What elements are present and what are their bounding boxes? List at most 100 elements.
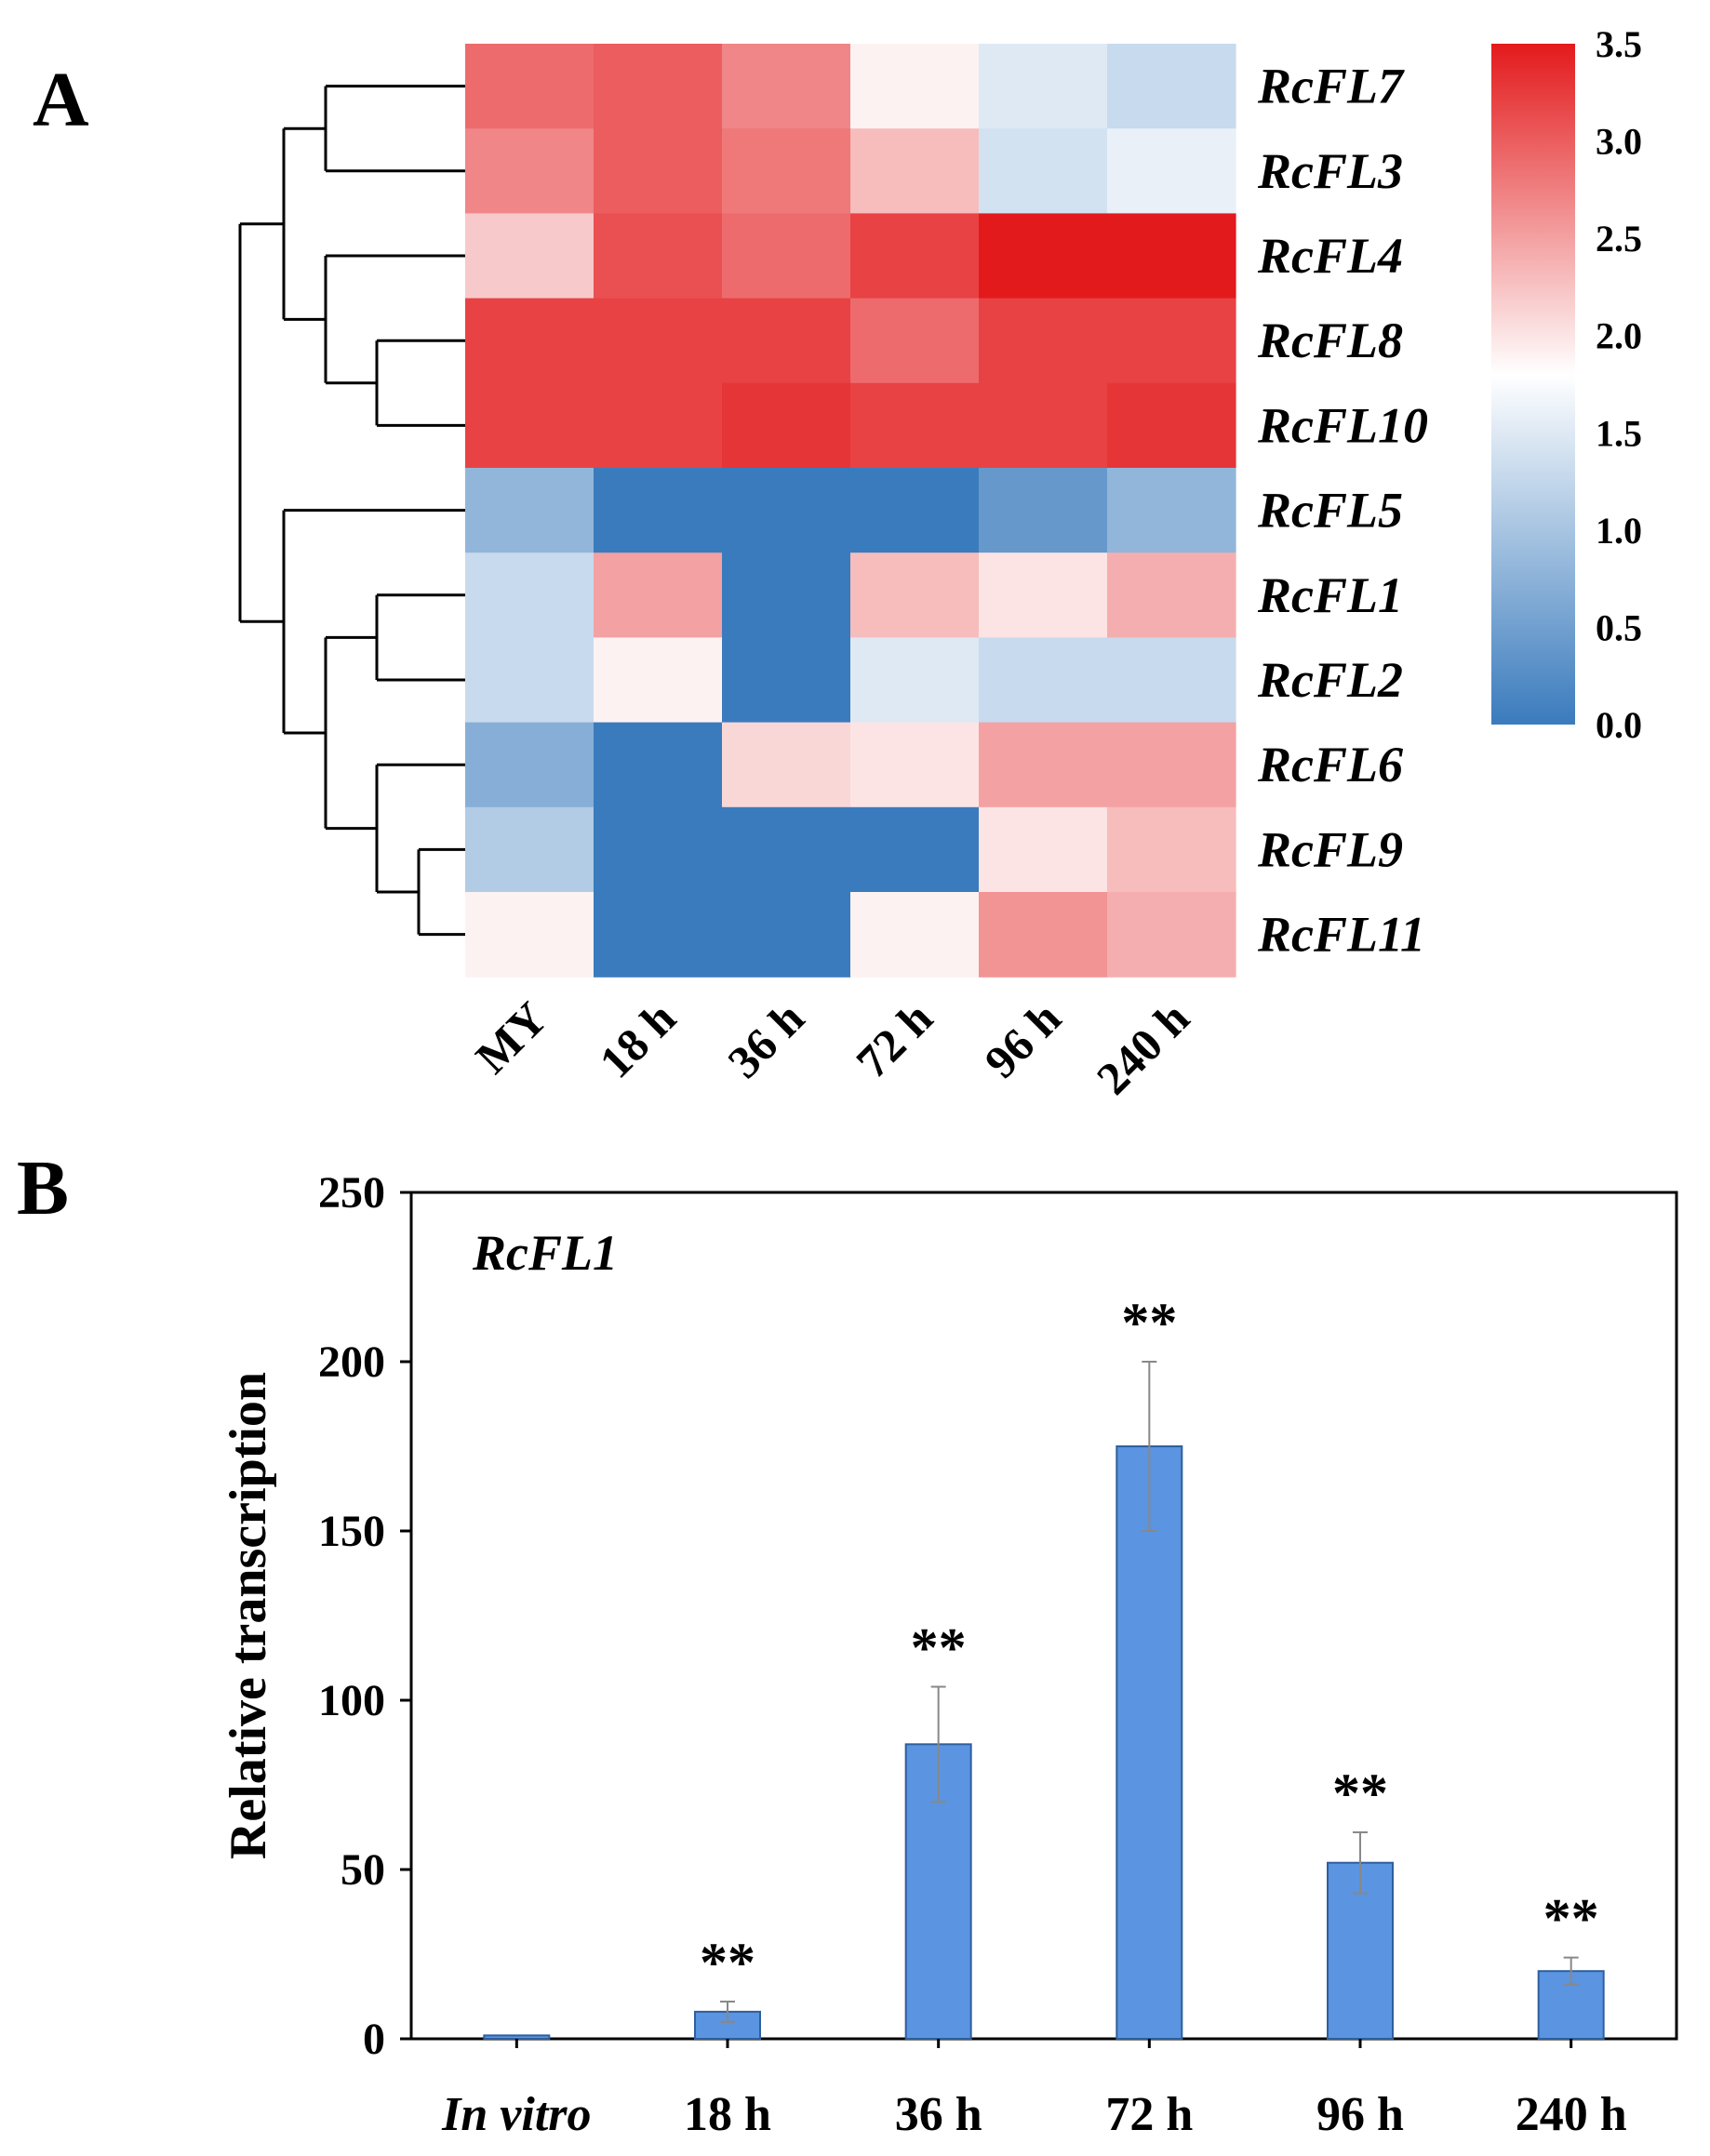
heatmap-cell <box>850 298 980 384</box>
heatmap-cell <box>594 213 723 299</box>
y-tick-label: 50 <box>341 1845 385 1895</box>
heatmap-cell <box>979 382 1108 469</box>
bar <box>483 2034 551 2041</box>
y-tick-label: 250 <box>318 1168 385 1218</box>
heatmap-cell <box>594 806 723 893</box>
y-tick-label: 150 <box>318 1507 385 1556</box>
bar <box>1116 1445 1183 2040</box>
heatmap-cell <box>979 806 1108 893</box>
heatmap-cell <box>979 468 1108 553</box>
heatmap-cell <box>465 382 594 469</box>
heatmap-cell <box>979 44 1108 129</box>
heatmap-cell <box>850 213 980 299</box>
heatmap-cell <box>722 722 851 808</box>
heatmap-cell <box>850 722 980 808</box>
x-axis-tick-labels: In vitro 18 h 36 h 72 h 96 h 240 h <box>441 2039 1627 2141</box>
heatmap-cell <box>594 892 723 978</box>
heatmap-cell <box>1107 722 1236 808</box>
colorbar <box>1491 44 1575 725</box>
heatmap-row-label: RcFL8 <box>1257 313 1403 368</box>
heatmap-cell <box>979 298 1108 384</box>
heatmap-row-label: RcFL2 <box>1257 652 1403 708</box>
heatmap-cell <box>465 468 594 553</box>
heatmap-column-label: 36 h <box>717 991 814 1088</box>
heatmap-cell <box>465 44 594 129</box>
significance-marker: ** <box>1121 1292 1177 1353</box>
heatmap-cell <box>850 552 980 638</box>
heatmap-column-label: 240 h <box>1087 991 1199 1104</box>
heatmap-cell <box>465 722 594 808</box>
heatmap-column-label: 18 h <box>589 991 686 1088</box>
heatmap-cell <box>722 806 851 893</box>
heatmap-cell <box>594 44 723 129</box>
heatmap-row-label: RcFL4 <box>1257 228 1403 284</box>
colorbar-tick-label: 3.5 <box>1596 23 1642 65</box>
heatmap-cell <box>1107 213 1236 299</box>
y-axis-ticks: 0 50 100 150 200 250 <box>318 1168 411 2064</box>
heatmap-column-label: 96 h <box>974 991 1071 1088</box>
y-axis-label: Relative transcription <box>220 1372 277 1859</box>
significance-marker: ** <box>700 1932 755 1993</box>
heatmap-cell <box>1107 44 1236 129</box>
heatmap-cell <box>465 298 594 384</box>
heatmap-cell <box>1107 382 1236 469</box>
heatmap-cell <box>722 382 851 469</box>
heatmap-grid <box>465 44 1236 978</box>
heatmap-cell <box>979 637 1108 724</box>
heatmap-cell <box>850 892 980 978</box>
x-tick-label: 18 h <box>684 2088 771 2141</box>
heatmap-cell <box>850 637 980 724</box>
heatmap-cell <box>594 552 723 638</box>
heatmap-cell <box>722 298 851 384</box>
heatmap-cell <box>979 892 1108 978</box>
colorbar-tick-label: 1.5 <box>1596 412 1642 454</box>
heatmap-column-label: 72 h <box>846 991 942 1088</box>
heatmap-row-label: RcFL1 <box>1257 567 1403 623</box>
heatmap-cell <box>465 892 594 978</box>
significance-marker: ** <box>1332 1763 1388 1824</box>
heatmap-cell <box>850 382 980 469</box>
heatmap-cell <box>722 468 851 553</box>
heatmap-cell <box>594 637 723 724</box>
heatmap-cell <box>594 722 723 808</box>
x-tick-label: 96 h <box>1316 2088 1404 2141</box>
heatmap-row-label: RcFL6 <box>1257 737 1403 792</box>
heatmap-cell <box>465 806 594 893</box>
heatmap-cell <box>1107 552 1236 638</box>
heatmap-row-label: RcFL3 <box>1257 143 1403 199</box>
heatmap-cell <box>594 298 723 384</box>
heatmap-cell <box>722 892 851 978</box>
panel-a-label: A <box>33 57 89 143</box>
heatmap-cell <box>1107 468 1236 553</box>
colorbar-tick-label: 2.5 <box>1596 218 1642 260</box>
colorbar-tick-label: 0.0 <box>1596 704 1642 746</box>
heatmap-cell <box>594 468 723 553</box>
heatmap-cell <box>979 722 1108 808</box>
bar-chart-title: RcFL1 <box>472 1225 618 1281</box>
heatmap-cell <box>979 213 1108 299</box>
heatmap-cell <box>722 44 851 129</box>
x-tick-label: 36 h <box>895 2088 982 2141</box>
heatmap-cell <box>722 213 851 299</box>
heatmap-row-label: RcFL11 <box>1257 907 1425 963</box>
y-tick-label: 200 <box>318 1338 385 1387</box>
x-tick-label: In vitro <box>441 2088 591 2141</box>
heatmap-cell <box>465 213 594 299</box>
bar-series: ** ** ** ** ** <box>483 1292 1605 2041</box>
heatmap-cell <box>722 552 851 638</box>
heatmap-cell <box>979 128 1108 214</box>
heatmap-column-labels: MY 18 h 36 h 72 h 96 h 240 h <box>465 991 1199 1104</box>
heatmap-cell <box>1107 128 1236 214</box>
heatmap-cell <box>850 468 980 553</box>
heatmap-cell <box>979 552 1108 638</box>
heatmap-row-label: RcFL9 <box>1257 821 1403 877</box>
heatmap-cell <box>1107 298 1236 384</box>
heatmap-cell <box>850 806 980 893</box>
colorbar-tick-label: 3.0 <box>1596 121 1642 163</box>
row-dendrogram <box>238 85 465 937</box>
heatmap-row-label: RcFL10 <box>1257 397 1428 453</box>
panel-b-label: B <box>17 1145 69 1231</box>
heatmap-cell <box>465 552 594 638</box>
y-tick-label: 0 <box>363 2015 385 2064</box>
